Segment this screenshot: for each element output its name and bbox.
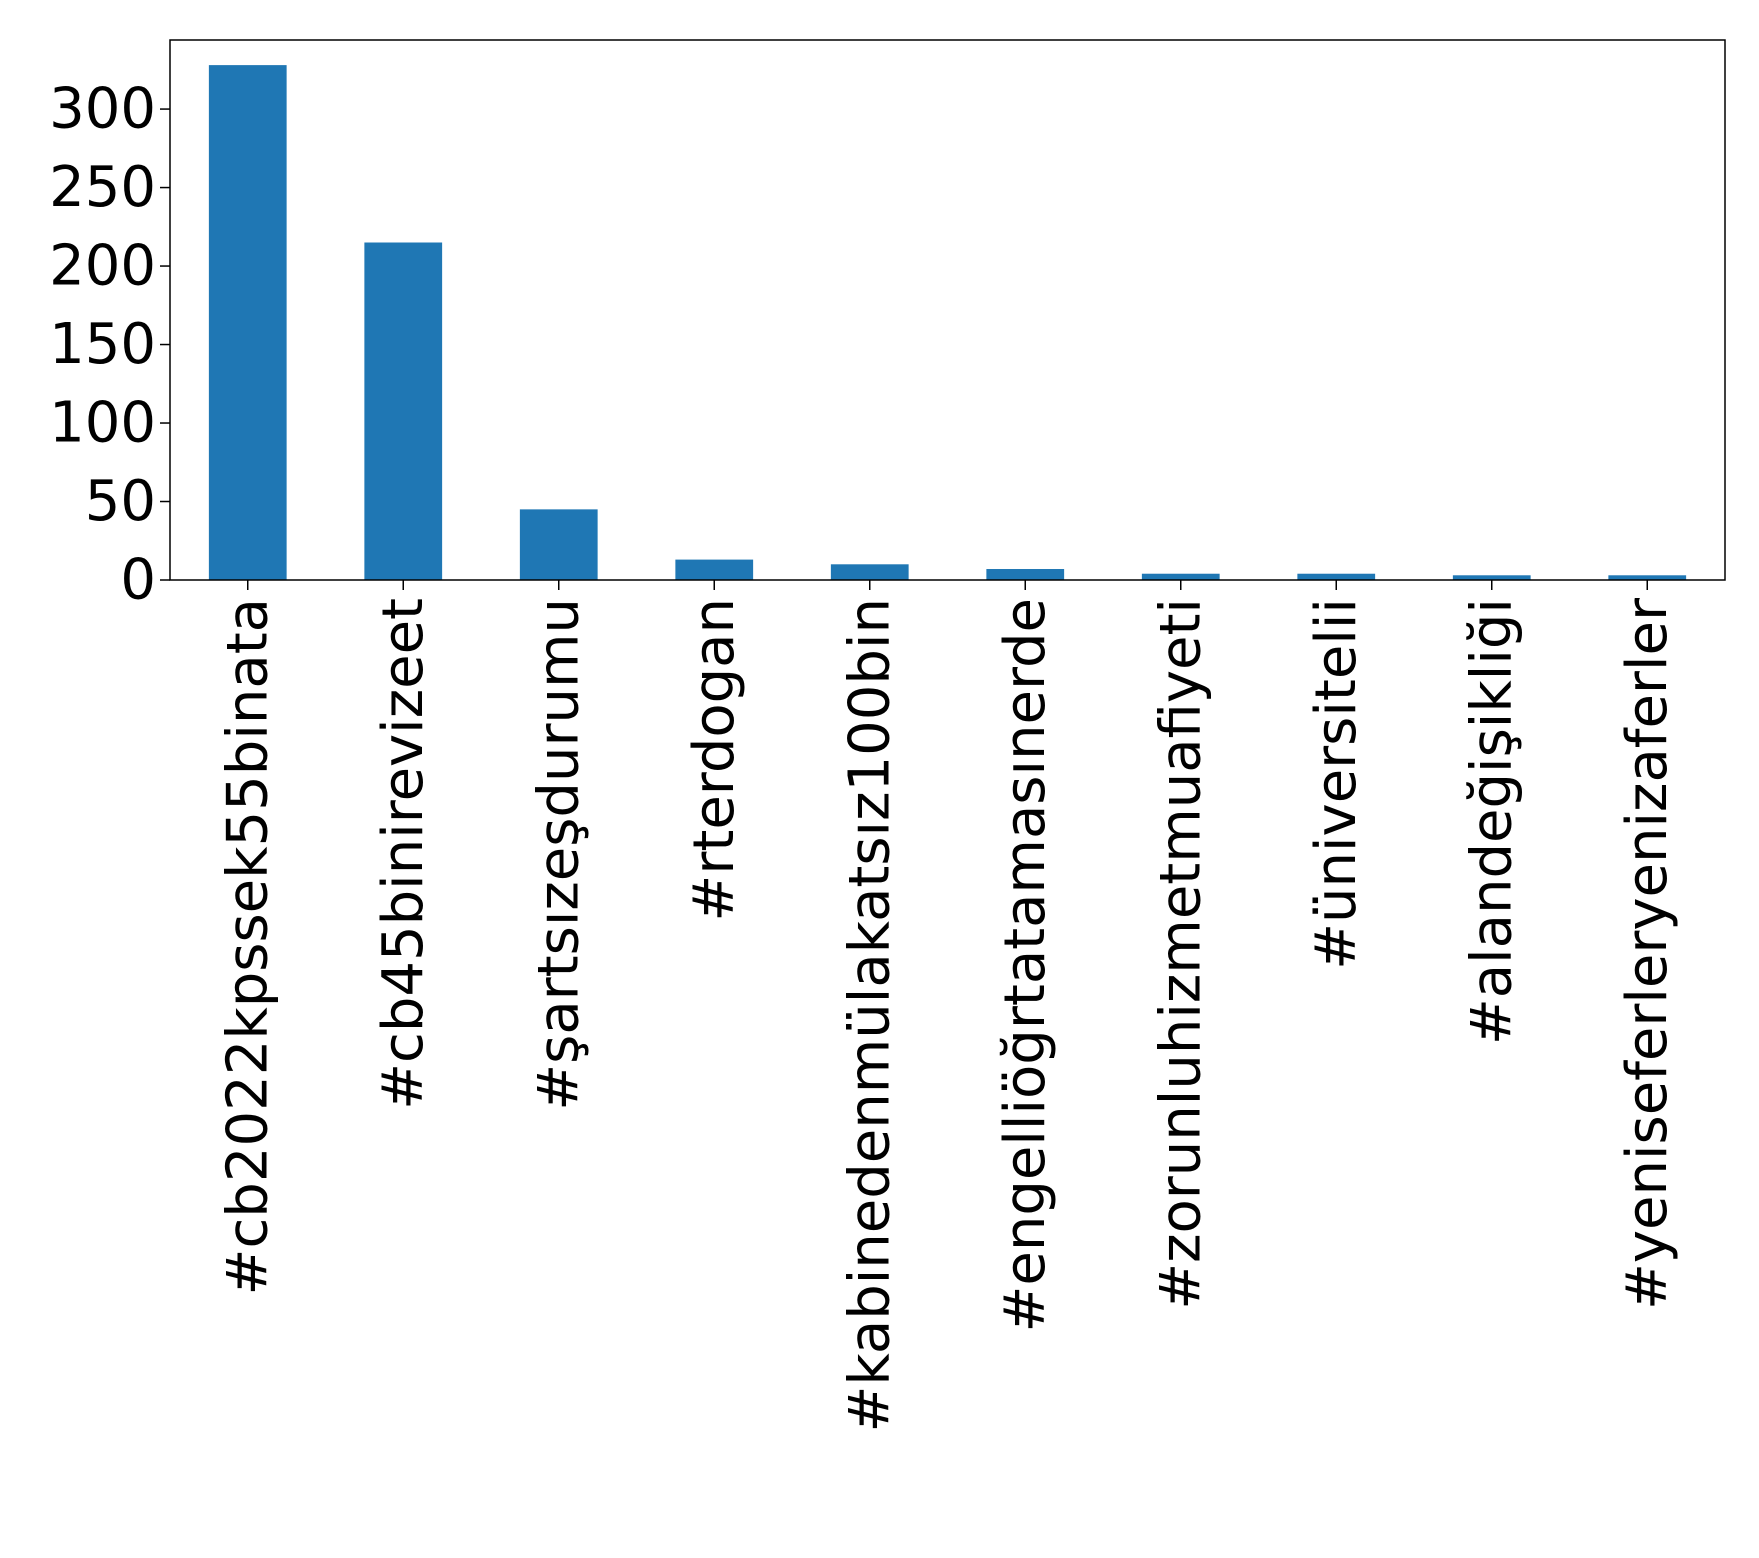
x-tick-label: #yeniseferleryenizaferler [1615, 597, 1680, 1310]
bar [675, 559, 754, 580]
plot-frame [169, 39, 1726, 581]
bar [1141, 573, 1220, 580]
bar [830, 564, 909, 580]
y-tick-label: 100 [49, 391, 156, 456]
x-axis: #cb2022kpssek55binata #cb45binirevizeet #ş… [215, 580, 1680, 1432]
y-tick-label: 150 [49, 312, 156, 377]
x-tick-label: #üniversitelii [1304, 598, 1369, 970]
x-tick-label: #alandeğişikliği [1459, 598, 1524, 1045]
y-tick-label: 300 [49, 77, 156, 142]
x-tick-label: #cb2022kpssek55binata [215, 598, 280, 1295]
y-tick-label: 0 [120, 548, 156, 613]
y-tick-label: 50 [85, 469, 156, 534]
bar [519, 509, 598, 580]
x-tick-label: #engelliöğrtatamasınerde [993, 598, 1058, 1333]
y-tick-label: 250 [49, 155, 156, 220]
y-axis: 0 50 100 150 200 250 300 [49, 77, 170, 613]
bar [1452, 575, 1531, 580]
x-tick-label: #rterdogan [682, 598, 747, 922]
bar [1608, 575, 1687, 580]
x-tick-label: #kabinedenmülakatsız100bin [837, 598, 902, 1432]
x-tick-label: #şartsızeşdurumu [526, 598, 591, 1111]
bar [364, 242, 443, 580]
y-tick-label: 200 [49, 234, 156, 299]
bar [986, 569, 1065, 580]
bars-group [208, 65, 1687, 581]
bar [208, 65, 287, 581]
x-tick-label: #cb45binirevizeet [371, 598, 436, 1110]
bar [1297, 573, 1376, 580]
x-tick-label: #zorunluhizmetmuafiyeti [1148, 598, 1213, 1310]
